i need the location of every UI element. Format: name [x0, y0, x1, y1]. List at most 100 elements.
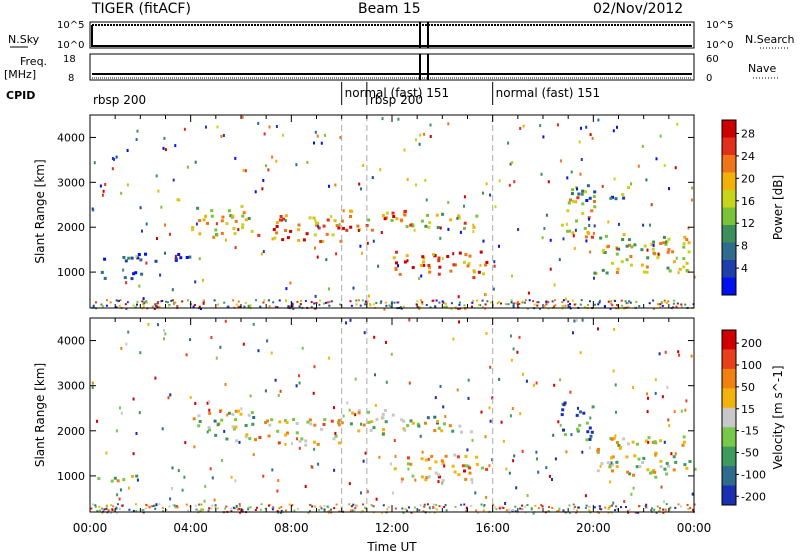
- echo-cell: [426, 213, 429, 217]
- echo-cell: [420, 299, 422, 302]
- echo-cell: [271, 237, 275, 241]
- echo-cell: [340, 219, 344, 223]
- echo-cell: [154, 304, 157, 307]
- echo-cell: [260, 503, 263, 506]
- echo-cell: [288, 305, 291, 308]
- echo-cell: [241, 226, 244, 230]
- echo-cell: [614, 300, 616, 302]
- echo-cell: [299, 303, 302, 306]
- echo-cell: [606, 461, 610, 465]
- echo-cell: [117, 503, 119, 506]
- echo-cell: [394, 454, 397, 458]
- echo-cell: [349, 509, 352, 512]
- echo-cell: [381, 432, 385, 436]
- echo-cell: [380, 300, 383, 303]
- echo-cell: [287, 305, 290, 308]
- echo-cell: [118, 304, 121, 307]
- echo-cell: [687, 250, 691, 254]
- echo-cell: [615, 441, 619, 445]
- echo-cell: [498, 244, 500, 248]
- echo-cell: [453, 453, 457, 457]
- echo-cell: [245, 433, 249, 437]
- echo-cell: [498, 377, 501, 381]
- echo-cell: [425, 198, 428, 202]
- echo-cell: [657, 252, 660, 256]
- echo-cell: [251, 422, 255, 426]
- nave-tick-top: 60: [706, 54, 719, 65]
- echo-cell: [103, 508, 106, 511]
- echo-cell: [432, 299, 435, 302]
- echo-cell: [241, 214, 245, 218]
- echo-cell: [285, 421, 289, 424]
- echo-cell: [663, 440, 666, 444]
- echo-cell: [589, 300, 591, 303]
- echo-cell: [277, 441, 281, 445]
- echo-cell: [522, 124, 525, 128]
- echo-cell: [428, 466, 432, 470]
- echo-cell: [360, 187, 362, 191]
- echo-cell: [568, 504, 571, 507]
- echo-cell: [183, 127, 186, 131]
- echo-cell: [383, 307, 386, 311]
- echo-cell: [489, 419, 492, 423]
- y-tick-label: 4000: [57, 335, 85, 348]
- echo-cell: [131, 475, 135, 478]
- echo-cell: [315, 223, 319, 227]
- echo-cell: [169, 497, 172, 501]
- colorbar-swatch: [722, 277, 736, 296]
- echo-cell: [612, 436, 616, 440]
- echo-cell: [437, 256, 441, 260]
- echo-cell: [213, 299, 216, 302]
- echo-cell: [673, 260, 676, 264]
- echo-cell: [539, 124, 542, 128]
- echo-cell: [298, 305, 301, 308]
- echo-cell: [97, 477, 101, 481]
- echo-cell: [516, 350, 519, 354]
- echo-cell: [334, 183, 337, 187]
- echo-cell: [325, 258, 328, 262]
- echo-cell: [338, 441, 341, 445]
- echo-cell: [193, 304, 196, 306]
- cpid-segment-label: rbsp 200: [93, 93, 146, 107]
- echo-cell: [437, 259, 441, 263]
- colorbar-tick-label: 8: [741, 240, 748, 253]
- echo-cell: [237, 228, 240, 232]
- echo-cell: [362, 459, 365, 463]
- echo-cell: [666, 385, 669, 389]
- echo-cell: [629, 301, 632, 304]
- echo-cell: [164, 148, 167, 152]
- echo-cell: [176, 305, 179, 308]
- echo-cell: [511, 407, 514, 410]
- echo-cell: [191, 226, 195, 230]
- echo-cell: [115, 506, 118, 510]
- echo-cell: [323, 302, 325, 305]
- echo-cell: [436, 226, 440, 229]
- echo-cell: [257, 349, 260, 353]
- echo-cell: [629, 255, 633, 258]
- echo-cell: [216, 303, 219, 306]
- echo-cell: [107, 509, 110, 512]
- echo-cell: [216, 125, 219, 129]
- echo-cell: [566, 229, 570, 233]
- echo-cell: [554, 304, 557, 307]
- echo-cell: [581, 450, 584, 454]
- y-tick-label: 1000: [57, 470, 85, 483]
- echo-cell: [297, 223, 301, 227]
- echo-cell: [433, 415, 437, 419]
- echo-cell: [581, 318, 584, 322]
- echo-cell: [242, 168, 245, 172]
- echo-cell: [177, 469, 180, 472]
- echo-cell: [640, 263, 644, 267]
- colorbar-tick-label: 28: [741, 127, 755, 140]
- echo-cell: [666, 266, 670, 270]
- echo-cell: [607, 507, 610, 510]
- echo-cell: [444, 504, 447, 506]
- echo-cell: [437, 480, 440, 484]
- colorbar-swatch: [722, 207, 736, 226]
- echo-cell: [573, 303, 576, 306]
- echo-cell: [673, 410, 676, 414]
- echo-cell: [262, 474, 265, 478]
- echo-cell: [330, 215, 333, 218]
- echo-cell: [471, 305, 473, 308]
